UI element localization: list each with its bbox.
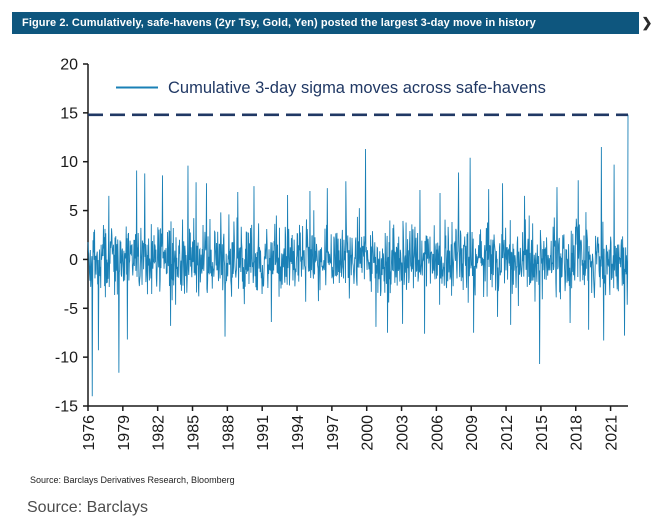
x-tick-label: 2018 [569, 415, 586, 451]
figure-header: Figure 2. Cumulatively, safe-havens (2yr… [12, 12, 655, 34]
x-tick-label: 1982 [151, 415, 168, 451]
x-axis-ticks: 1976 1979 1982 1985 1988 1991 1994 1997 2000 2003… [81, 406, 621, 451]
x-tick-label: 2021 [604, 415, 621, 451]
y-tick-label: 0 [69, 252, 78, 269]
figure-caption-banner: Figure 2. Cumulatively, safe-havens (2yr… [12, 12, 639, 34]
series-line [87, 114, 629, 397]
y-tick-label: -15 [55, 399, 78, 416]
x-tick-label: 2003 [395, 415, 412, 451]
chart-source-note: Source: Barclays Derivatives Research, B… [30, 475, 235, 485]
y-tick-label: 10 [60, 154, 78, 171]
x-tick-label: 1994 [290, 415, 307, 451]
x-tick-label: 1997 [325, 415, 342, 451]
y-axis-ticks: 20 15 10 5 0 -5 -10 -15 [55, 57, 88, 416]
x-tick-label: 2009 [464, 415, 481, 451]
chevron-right-icon[interactable]: ❯ [641, 15, 653, 30]
y-tick-label: -10 [55, 350, 78, 367]
x-tick-label: 1988 [220, 415, 237, 451]
x-tick-label: 1979 [116, 415, 133, 451]
x-tick-label: 2000 [360, 415, 377, 451]
legend: Cumulative 3-day sigma moves across safe… [116, 79, 546, 97]
x-tick-label: 2006 [429, 415, 446, 451]
y-tick-label: 20 [60, 57, 78, 74]
legend-label: Cumulative 3-day sigma moves across safe… [168, 79, 546, 97]
y-tick-label: 5 [69, 203, 78, 220]
axes [87, 64, 628, 407]
x-tick-label: 1991 [255, 415, 272, 451]
y-tick-label: 15 [60, 105, 78, 122]
figure-caption: Figure 2. Cumulatively, safe-havens (2yr… [22, 17, 536, 29]
x-tick-label: 1985 [186, 415, 203, 451]
x-tick-label: 1976 [81, 415, 98, 451]
x-tick-label: 2015 [534, 415, 551, 451]
x-tick-label: 2012 [499, 415, 516, 451]
y-tick-label: -5 [64, 301, 78, 318]
source-caption: Source: Barclays [27, 499, 148, 516]
chart-area: 20 15 10 5 0 -5 -10 -15 1976 1979 1982 1985 1988 1991… [0, 50, 661, 473]
